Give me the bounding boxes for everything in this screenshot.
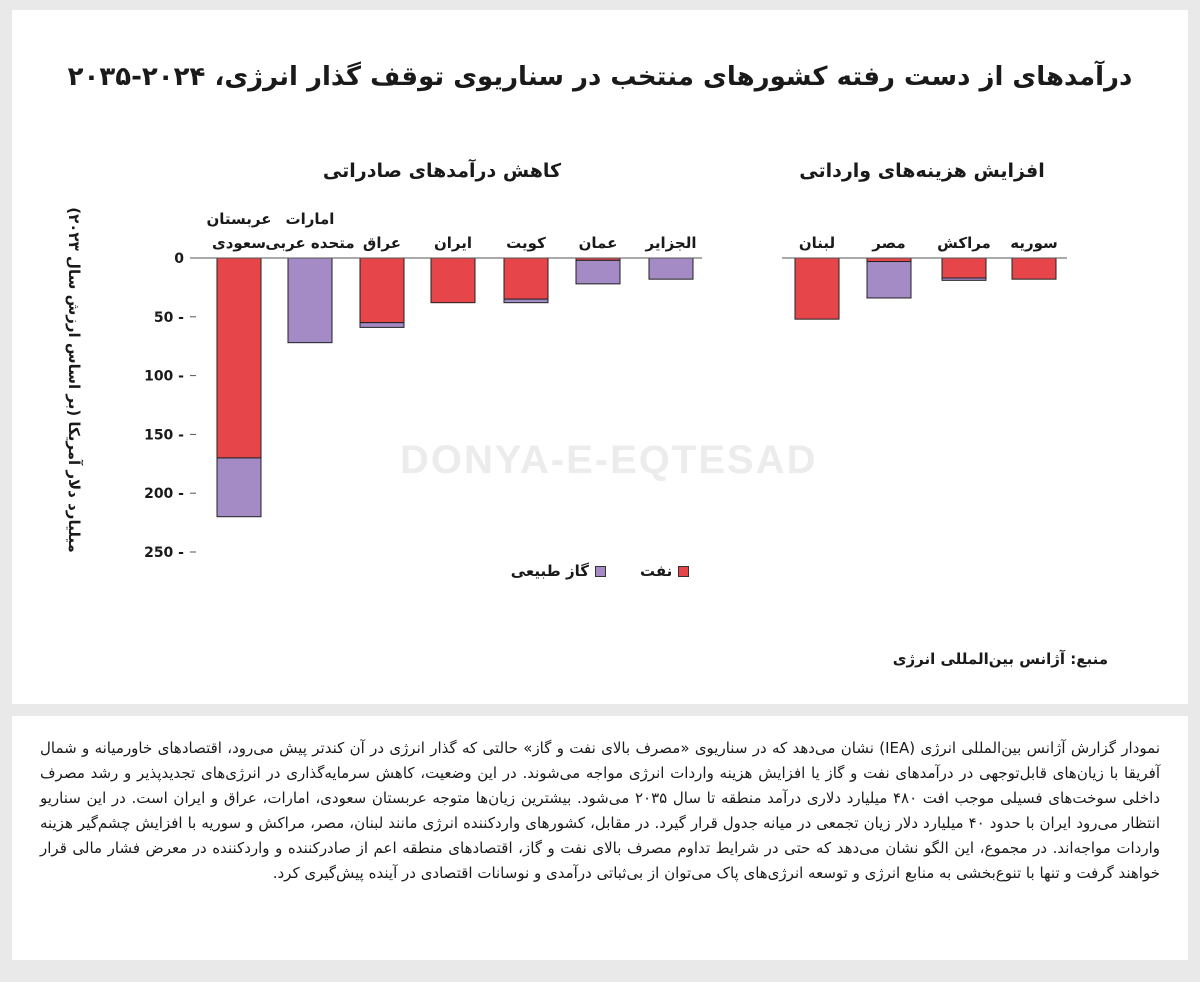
category-label: متحده عربی — [265, 234, 354, 252]
category-label: سعودی — [212, 234, 266, 252]
y-tick-label: 0 — [174, 251, 184, 267]
bar-oil — [503, 257, 549, 300]
legend-swatch-oil — [678, 565, 690, 577]
bar-gas — [216, 457, 262, 518]
category-label: ایران — [434, 234, 472, 252]
legend-item-oil: نفت — [639, 562, 690, 580]
category-label: عمان — [579, 234, 618, 252]
bar-gas — [359, 322, 405, 328]
legend-label-gas: گاز طبیعی — [510, 562, 589, 580]
y-tick-label: 50 - — [154, 310, 184, 326]
category-label: الجزایر — [644, 234, 696, 252]
bar-oil — [430, 257, 476, 304]
category-label: عراق — [363, 234, 401, 252]
category-label: کویت — [506, 234, 546, 252]
category-label: امارات — [286, 210, 335, 228]
bar-gas — [575, 259, 621, 285]
bar-gas — [287, 257, 333, 344]
watermark: DONYA-E-EQTESAD — [400, 438, 818, 482]
description-paragraph: نمودار گزارش آژانس بین‌المللی انرژی (IEA… — [40, 739, 1161, 882]
bar-oil — [216, 257, 262, 459]
group-label-export: کاهش درآمدهای صادراتی — [322, 160, 562, 182]
y-tick-label: 100 - — [144, 369, 184, 385]
bar-oil — [794, 257, 840, 320]
group-label-import: افزایش هزینه‌های وارداتی — [799, 160, 1045, 182]
category-label: مراکش — [937, 234, 991, 252]
category-label: سوریه — [1010, 234, 1058, 252]
chart-title: درآمدهای از دست رفته کشورهای منتخب در سن… — [67, 62, 1133, 92]
source-note: منبع: آژانس بین‌المللی انرژی — [892, 650, 1108, 668]
chart-card: درآمدهای از دست رفته کشورهای منتخب در سن… — [12, 10, 1188, 704]
bar-gas — [941, 277, 987, 281]
category-label: عربستان — [206, 210, 271, 228]
y-tick-label: 150 - — [144, 427, 184, 443]
bar-oil — [359, 257, 405, 324]
legend-label-oil: نفت — [639, 562, 673, 580]
bar-gas — [648, 257, 694, 280]
category-label: لبنان — [799, 234, 835, 252]
y-tick-label: 200 - — [144, 486, 184, 502]
bar-gas — [503, 298, 549, 304]
bar-oil — [1011, 257, 1057, 280]
legend-swatch-gas — [594, 565, 606, 577]
legend: نفت گاز طبیعی — [12, 562, 1188, 580]
bar-gas — [866, 261, 912, 299]
bar-oil — [941, 257, 987, 279]
bar-oil — [866, 257, 912, 263]
legend-item-gas: گاز طبیعی — [511, 562, 606, 580]
bar-chart: 0 50 - 100 - 150 - 200 - 250 - سعودی عربستان متح… — [144, 210, 1067, 561]
description-card: نمودار گزارش آژانس بین‌المللی انرژی (IEA… — [12, 716, 1188, 960]
category-label: مصر — [871, 234, 905, 252]
y-tick-label: 250 - — [144, 545, 184, 561]
